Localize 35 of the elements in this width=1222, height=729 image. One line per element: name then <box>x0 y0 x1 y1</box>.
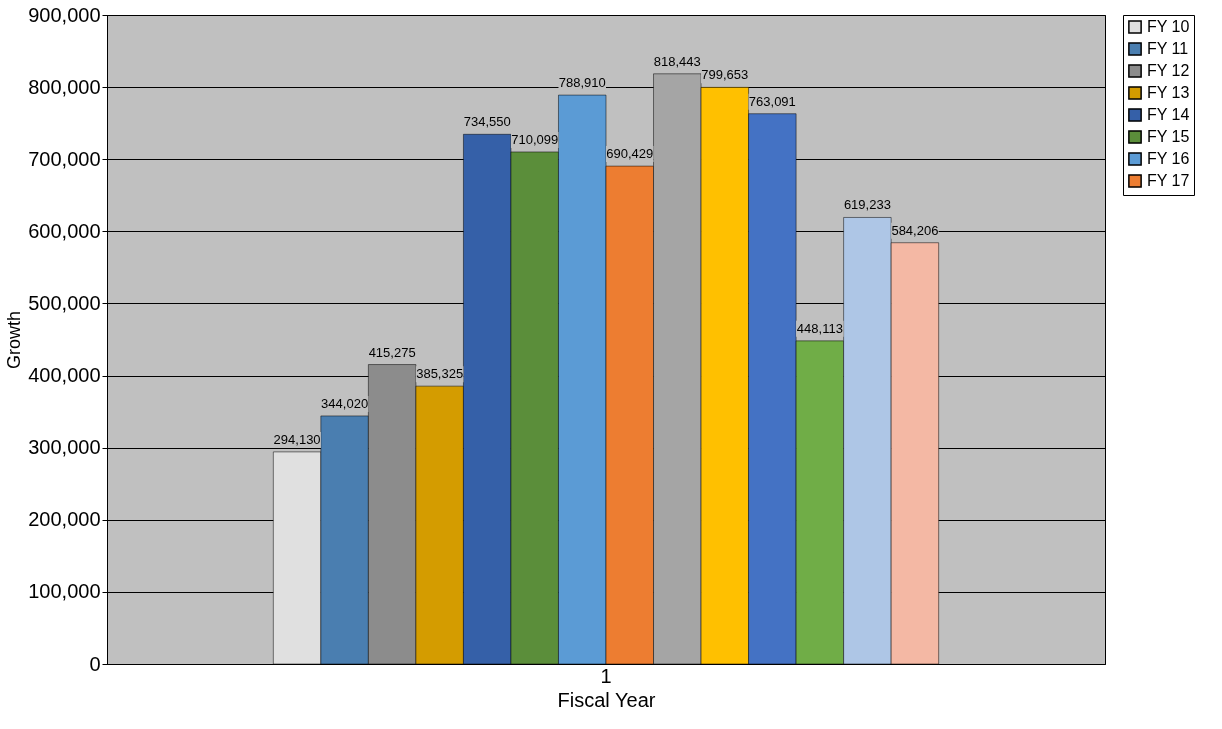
data-label: 788,910 <box>558 75 606 91</box>
legend-label: FY 16 <box>1147 150 1190 167</box>
data-label: 799,653 <box>701 67 749 83</box>
y-tick-label: 500,000 <box>28 291 101 314</box>
data-label: 710,099 <box>511 131 559 147</box>
data-label: 818,443 <box>653 53 701 69</box>
y-tick-label: 700,000 <box>28 147 101 170</box>
data-label: 448,113 <box>796 320 843 336</box>
data-label: 344,020 <box>321 395 369 411</box>
y-tick-label: 900,000 <box>28 3 101 26</box>
data-label: 385,325 <box>416 366 464 382</box>
x-tick-label: 1 <box>600 664 612 687</box>
y-tick-label: 400,000 <box>28 364 101 387</box>
legend-label: FY 12 <box>1147 62 1190 79</box>
data-label: 734,550 <box>463 114 511 130</box>
legend-label: FY 11 <box>1147 40 1189 57</box>
y-tick-label: 300,000 <box>28 436 101 459</box>
y-axis-title: Growth <box>4 310 25 370</box>
legend-label: FY 13 <box>1147 84 1190 101</box>
data-label: 294,130 <box>273 431 321 447</box>
legend-label: FY 15 <box>1147 128 1190 145</box>
legend-label: FY 17 <box>1147 172 1190 189</box>
data-label: 415,275 <box>368 344 416 360</box>
x-axis-title: Fiscal Year <box>557 688 656 711</box>
y-tick-label: 200,000 <box>28 508 101 531</box>
legend-label: FY 14 <box>1147 106 1190 123</box>
y-tick-label: 600,000 <box>28 219 101 242</box>
data-label: 690,429 <box>606 146 654 162</box>
legend-label: FY 10 <box>1147 18 1190 35</box>
y-tick-label: 100,000 <box>28 580 101 603</box>
y-tick-label: 0 <box>89 652 101 675</box>
data-label: 763,091 <box>748 93 796 109</box>
data-label: 584,206 <box>891 222 939 238</box>
data-label: 619,233 <box>843 197 891 213</box>
y-tick-label: 800,000 <box>28 75 101 98</box>
